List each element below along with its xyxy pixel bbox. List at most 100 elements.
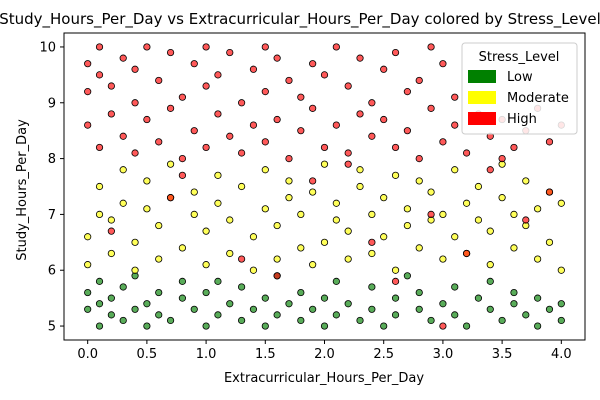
data-point-low	[95, 300, 104, 308]
data-point-moderate	[214, 199, 222, 207]
data-point-moderate	[332, 199, 340, 207]
data-point-high	[297, 93, 305, 101]
data-point-low	[84, 288, 92, 297]
data-point-moderate	[380, 194, 388, 202]
data-point-moderate	[131, 238, 139, 246]
data-point-low	[510, 300, 518, 308]
data-point-low	[249, 305, 258, 313]
data-point-high	[95, 43, 104, 51]
data-point-moderate	[474, 216, 483, 224]
legend-title: Stress_Level	[479, 50, 560, 65]
data-points	[84, 43, 565, 330]
data-point-moderate	[320, 160, 329, 168]
data-point-high	[344, 82, 352, 90]
data-point-low	[238, 316, 246, 325]
data-point-high	[166, 104, 175, 112]
data-point-high	[510, 143, 518, 152]
data-point-low	[332, 311, 340, 319]
data-point-low	[486, 277, 494, 285]
data-point-moderate	[486, 227, 494, 235]
legend-swatch-low	[468, 70, 496, 83]
data-point-high	[462, 149, 471, 157]
legend-box	[461, 42, 578, 135]
data-point-moderate	[320, 238, 329, 246]
data-point-high	[107, 82, 115, 90]
data-point-high	[119, 132, 127, 140]
data-point-high	[261, 88, 269, 96]
data-point-moderate	[190, 188, 198, 196]
data-point-high	[238, 99, 246, 107]
data-point-high	[368, 99, 376, 107]
data-point-high	[131, 99, 139, 107]
data-point-moderate	[309, 261, 317, 269]
y-tick-label: 7	[48, 208, 56, 223]
data-point-high	[439, 60, 447, 68]
data-point-low	[131, 305, 139, 313]
chart-title: Study_Hours_Per_Day vs Extracurricular_H…	[0, 10, 600, 29]
data-point-high	[95, 143, 104, 152]
data-point-low	[545, 305, 554, 313]
data-point-high	[131, 65, 139, 73]
data-point-moderate	[273, 221, 281, 230]
data-point-low	[214, 311, 222, 319]
data-point-moderate	[498, 194, 506, 202]
data-point-moderate	[415, 244, 423, 252]
y-tick-label: 8	[48, 152, 56, 167]
data-point-high	[155, 138, 163, 146]
data-point-low	[380, 322, 388, 330]
data-point-moderate	[344, 255, 352, 263]
x-tick-label: 2.0	[314, 347, 335, 362]
data-point-moderate	[143, 205, 151, 213]
data-point-moderate	[202, 261, 210, 269]
data-point-low	[368, 305, 376, 313]
data-point-moderate	[261, 166, 269, 174]
legend-label-high: High	[507, 112, 537, 127]
data-point-low	[119, 283, 127, 291]
data-point-moderate	[522, 177, 530, 185]
data-point-moderate	[214, 171, 222, 179]
data-point-moderate	[545, 238, 554, 246]
data-point-moderate	[107, 249, 115, 258]
data-point-low	[356, 316, 364, 325]
data-point-high	[309, 104, 317, 112]
data-point-high	[202, 43, 210, 51]
data-point-low	[427, 316, 435, 325]
data-point-low	[178, 294, 187, 302]
data-point-high	[522, 216, 530, 224]
data-point-low	[498, 316, 506, 325]
data-point-low	[261, 294, 269, 302]
data-point-moderate	[119, 166, 127, 174]
data-point-moderate	[285, 177, 293, 185]
data-point-high	[214, 71, 222, 79]
data-point-high	[131, 149, 139, 157]
data-point-low	[522, 311, 530, 319]
data-point-moderate	[415, 177, 423, 185]
data-point-moderate	[356, 182, 364, 191]
data-point-moderate	[439, 210, 447, 219]
data-point-low	[297, 316, 305, 325]
data-point-moderate	[297, 244, 305, 252]
data-point-low	[332, 277, 340, 285]
data-point-low	[439, 300, 447, 308]
data-point-high	[309, 60, 317, 68]
data-point-high	[451, 93, 459, 101]
data-point-high	[95, 71, 104, 79]
data-point-low	[368, 283, 376, 291]
data-point-high	[273, 54, 281, 62]
y-tick-label: 10	[39, 40, 56, 55]
legend-swatch-high	[468, 112, 496, 125]
data-point-high	[320, 71, 329, 79]
data-point-high	[486, 166, 494, 174]
data-point-high	[226, 48, 234, 57]
x-tick-label: 1.0	[196, 347, 217, 362]
data-point-moderate	[439, 255, 447, 263]
data-point-high	[439, 322, 447, 330]
data-point-high	[309, 177, 317, 185]
data-point-low	[462, 322, 471, 330]
legend-label-low: Low	[507, 70, 533, 85]
data-point-moderate	[427, 188, 435, 196]
data-point-low	[84, 305, 92, 313]
data-point-high	[273, 272, 281, 280]
x-tick-label: 2.5	[373, 347, 394, 362]
data-point-high	[356, 110, 364, 118]
